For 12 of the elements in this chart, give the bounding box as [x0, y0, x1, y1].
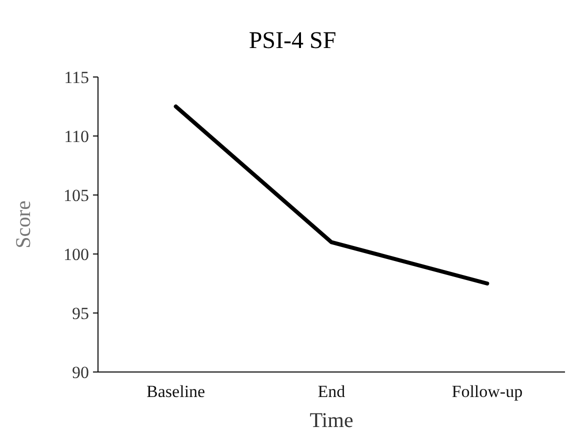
chart-title: PSI-4 SF: [248, 28, 336, 54]
x-axis-title: Time: [310, 408, 354, 432]
y-tick-label: 110: [64, 126, 89, 146]
y-tick-label: 105: [64, 186, 89, 205]
y-axis-title: Score: [11, 200, 35, 248]
y-tick-label: 90: [72, 362, 89, 382]
y-tick-label: 115: [64, 68, 89, 87]
y-tick-label: 100: [64, 244, 89, 264]
x-tick-label: Baseline: [146, 382, 206, 401]
x-tick-label: Follow-up: [452, 382, 523, 401]
x-tick-label: End: [318, 382, 346, 401]
y-tick-label: 95: [72, 304, 89, 323]
